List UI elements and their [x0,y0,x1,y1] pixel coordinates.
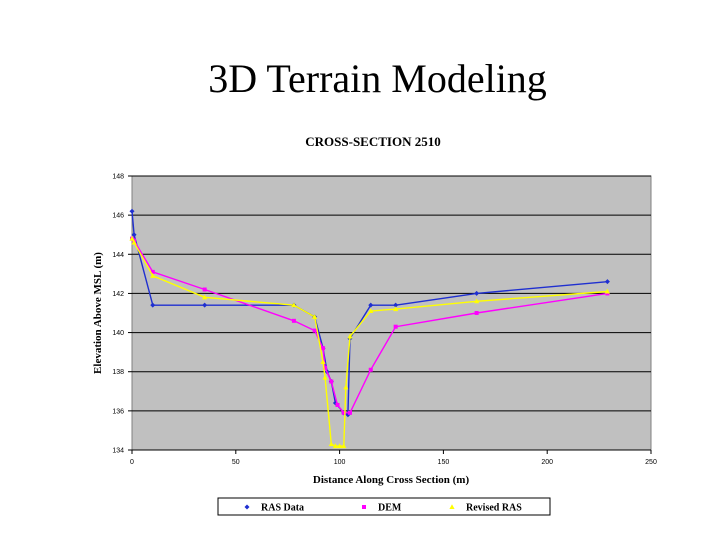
data-point-ras-data [474,290,480,296]
y-tick-label: 144 [112,252,124,259]
legend-box [217,497,551,516]
y-axis-ticks: 134 136 138 140 142 144 146 148 [112,174,132,455]
chart-title: CROSS-SECTION 2510 [305,134,440,149]
x-tick-label: 250 [645,459,657,466]
x-tick-label: 50 [232,459,240,466]
legend-item-dem: DEM [362,503,402,514]
data-point-dem [347,410,352,415]
data-point-ras-data [368,302,374,308]
y-tick-label: 142 [112,291,124,298]
data-point-revised-ras [347,333,353,339]
data-point-revised-ras [320,359,326,364]
data-point-dem [202,287,207,292]
data-point-revised-ras [332,443,339,449]
legend-item-ras-data: RAS Data [244,503,304,514]
data-point-revised-ras [202,294,208,300]
data-point-revised-ras [322,374,328,380]
y-tick-label: 138 [112,369,124,376]
y-tick-label: 148 [112,174,124,181]
data-point-revised-ras [343,384,349,390]
data-point-revised-ras [604,288,611,294]
data-point-dem [368,367,373,372]
x-tick-label: 100 [334,459,346,466]
legend-marker-ras-data [244,504,250,510]
data-point-dem [312,328,317,333]
data-point-dem [335,402,340,407]
data-point-ras-data [150,302,156,308]
data-point-ras-data [129,208,135,214]
data-point-ras-data [202,302,208,308]
legend: RAS Data DEM Revised RAS [217,497,551,516]
data-point-ras-data [131,232,137,238]
data-point-dem [329,379,334,384]
data-point-revised-ras [328,441,334,447]
x-tick-label: 200 [541,459,553,466]
x-tick-label: 0 [130,459,134,466]
data-point-revised-ras [291,302,297,308]
data-point-revised-ras [129,235,135,241]
data-point-dem [393,324,398,329]
data-point-dem [320,346,325,351]
data-point-revised-ras [474,298,480,304]
legend-item-revised-ras: Revised RAS [449,503,522,514]
plot-area [131,175,652,451]
x-tick-label: 150 [438,459,450,466]
data-point-revised-ras [150,273,156,278]
legend-marker-revised-ras [449,504,455,509]
data-point-revised-ras [312,314,318,319]
gridlines [132,175,651,451]
x-axis-title: Distance Along Cross Section (m) [313,474,470,486]
legend-label: DEM [378,503,402,514]
slide-title: 3D Terrain Modeling [208,56,547,101]
data-point-revised-ras [341,443,347,449]
data-point-revised-ras [131,239,137,245]
data-point-dem [323,365,328,370]
x-axis-ticks: 0 50 100 150 200 250 [130,450,657,466]
series-line-dem [131,238,608,414]
data-point-revised-ras [368,308,374,314]
data-point-dem [341,410,346,415]
y-tick-label: 136 [112,408,124,415]
data-point-dem [291,318,296,323]
data-point-revised-ras [393,306,399,312]
y-axis-title: Elevation Above MSL (m) [92,252,104,374]
legend-marker-dem [362,505,366,509]
y-tick-label: 146 [112,213,124,220]
data-point-revised-ras [337,443,343,449]
series-revised-ras [129,235,611,449]
data-point-ras-data [604,279,610,285]
data-point-ras-data [393,302,399,308]
series-layer [129,208,611,449]
data-point-dem [474,311,479,315]
y-tick-label: 134 [112,448,124,455]
y-tick-label: 140 [112,330,124,337]
series-line-revised-ras [131,238,608,447]
legend-label: Revised RAS [466,503,522,514]
legend-label: RAS Data [261,503,304,514]
data-point-dem [150,269,155,274]
